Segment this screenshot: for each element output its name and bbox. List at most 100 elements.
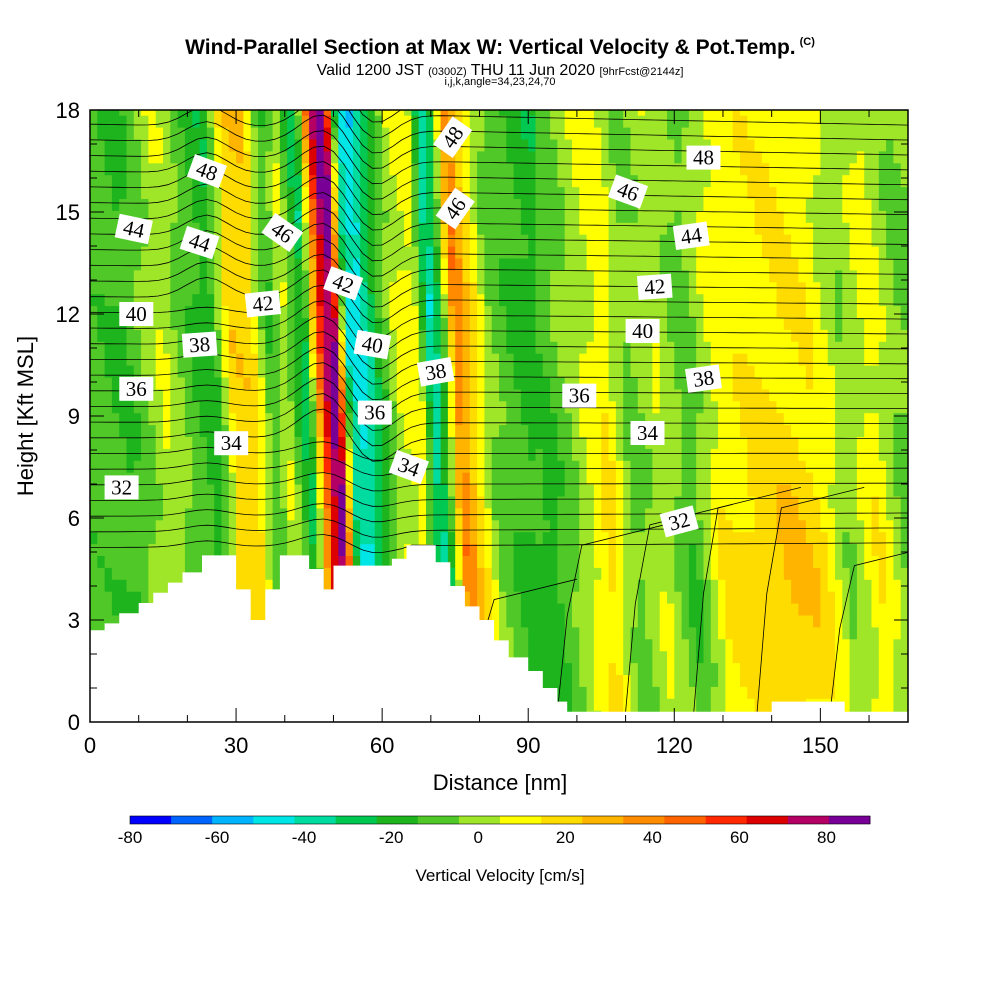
velocity-cell: [608, 472, 617, 485]
velocity-cell: [469, 341, 478, 354]
velocity-cell: [184, 448, 193, 461]
velocity-cell: [250, 317, 259, 330]
velocity-cell: [338, 555, 347, 568]
velocity-cell: [637, 686, 646, 699]
velocity-cell: [499, 115, 507, 128]
velocity-cell: [236, 222, 244, 235]
velocity-cell: [469, 472, 478, 485]
velocity-cell: [608, 412, 617, 426]
velocity-cell: [462, 281, 471, 295]
velocity-cell: [440, 531, 449, 545]
velocity-cell: [228, 317, 237, 330]
velocity-cell: [352, 234, 361, 247]
velocity-cell: [411, 436, 420, 449]
velocity-cell: [513, 138, 522, 152]
velocity-cell: [623, 110, 632, 116]
velocity-cell: [404, 162, 412, 176]
velocity-cell: [769, 567, 778, 580]
velocity-cell: [265, 424, 274, 437]
velocity-cell: [462, 543, 471, 556]
velocity-cell: [382, 365, 390, 378]
velocity-cell: [360, 436, 369, 449]
velocity-cell: [141, 257, 149, 271]
velocity-cell: [352, 460, 361, 473]
velocity-cell: [141, 341, 149, 354]
velocity-cell: [550, 400, 558, 414]
velocity-cell: [170, 567, 179, 580]
velocity-cell: [294, 495, 303, 509]
velocity-cell: [535, 614, 544, 628]
velocity-cell: [301, 484, 310, 497]
velocity-cell: [155, 317, 164, 330]
velocity-cell: [623, 519, 632, 533]
velocity-cell: [513, 436, 522, 449]
velocity-cell: [287, 269, 296, 283]
velocity-cell: [163, 115, 171, 128]
velocity-cell: [111, 460, 120, 473]
velocity-cell: [126, 424, 135, 437]
velocity-cell: [250, 412, 259, 426]
velocity-cell: [725, 412, 734, 426]
velocity-cell: [287, 257, 296, 271]
velocity-cell: [747, 257, 756, 271]
velocity-cell: [564, 638, 573, 652]
velocity-cell: [133, 138, 142, 152]
velocity-cell: [462, 150, 471, 164]
velocity-cell: [206, 127, 215, 140]
velocity-cell: [199, 257, 208, 271]
velocity-cell: [667, 543, 675, 556]
velocity-cell: [659, 484, 668, 497]
velocity-cell: [667, 376, 675, 390]
velocity-cell: [338, 543, 347, 556]
velocity-cell: [214, 376, 223, 390]
velocity-cell: [754, 138, 763, 152]
velocity-cell: [411, 246, 420, 259]
velocity-cell: [681, 269, 690, 283]
velocity-cell: [389, 472, 398, 485]
velocity-cell: [155, 174, 164, 188]
velocity-cell: [301, 472, 310, 485]
velocity-cell: [761, 495, 770, 509]
velocity-cell: [440, 376, 449, 390]
velocity-cell: [163, 127, 171, 140]
velocity-cell: [455, 329, 464, 342]
velocity-cell: [776, 234, 785, 247]
velocity-cell: [163, 246, 171, 259]
velocity-cell: [141, 329, 149, 342]
velocity-cell: [301, 246, 310, 259]
velocity-cell: [469, 448, 478, 461]
velocity-cell: [747, 110, 756, 116]
velocity-cell: [732, 638, 741, 652]
velocity-cell: [177, 210, 186, 223]
velocity-cell: [97, 412, 106, 426]
velocity-cell: [520, 329, 529, 342]
velocity-cell: [374, 376, 383, 390]
velocity-cell: [97, 543, 106, 556]
velocity-cell: [710, 531, 719, 545]
velocity-cell: [688, 591, 697, 604]
velocity-cell: [754, 674, 763, 687]
velocity-cell: [404, 329, 412, 342]
velocity-cell: [206, 412, 215, 426]
velocity-cell: [301, 222, 310, 235]
velocity-cell: [732, 127, 741, 140]
velocity-cell: [725, 686, 734, 699]
velocity-cell: [396, 246, 405, 259]
velocity-cell: [601, 317, 610, 330]
velocity-cell: [732, 257, 741, 271]
velocity-cell: [732, 567, 741, 580]
velocity-cell: [696, 305, 705, 318]
velocity-cell: [469, 555, 478, 568]
velocity-cell: [199, 543, 208, 556]
velocity-cell: [674, 365, 683, 378]
velocity-cell: [433, 448, 442, 461]
velocity-cell: [681, 472, 690, 485]
velocity-cell: [279, 162, 288, 176]
velocity-cell: [681, 591, 690, 604]
velocity-cell: [133, 329, 142, 342]
velocity-cell: [221, 507, 230, 521]
velocity-cell: [491, 365, 500, 378]
velocity-cell: [199, 222, 208, 235]
velocity-cell: [506, 234, 515, 247]
velocity-cell: [783, 448, 792, 461]
